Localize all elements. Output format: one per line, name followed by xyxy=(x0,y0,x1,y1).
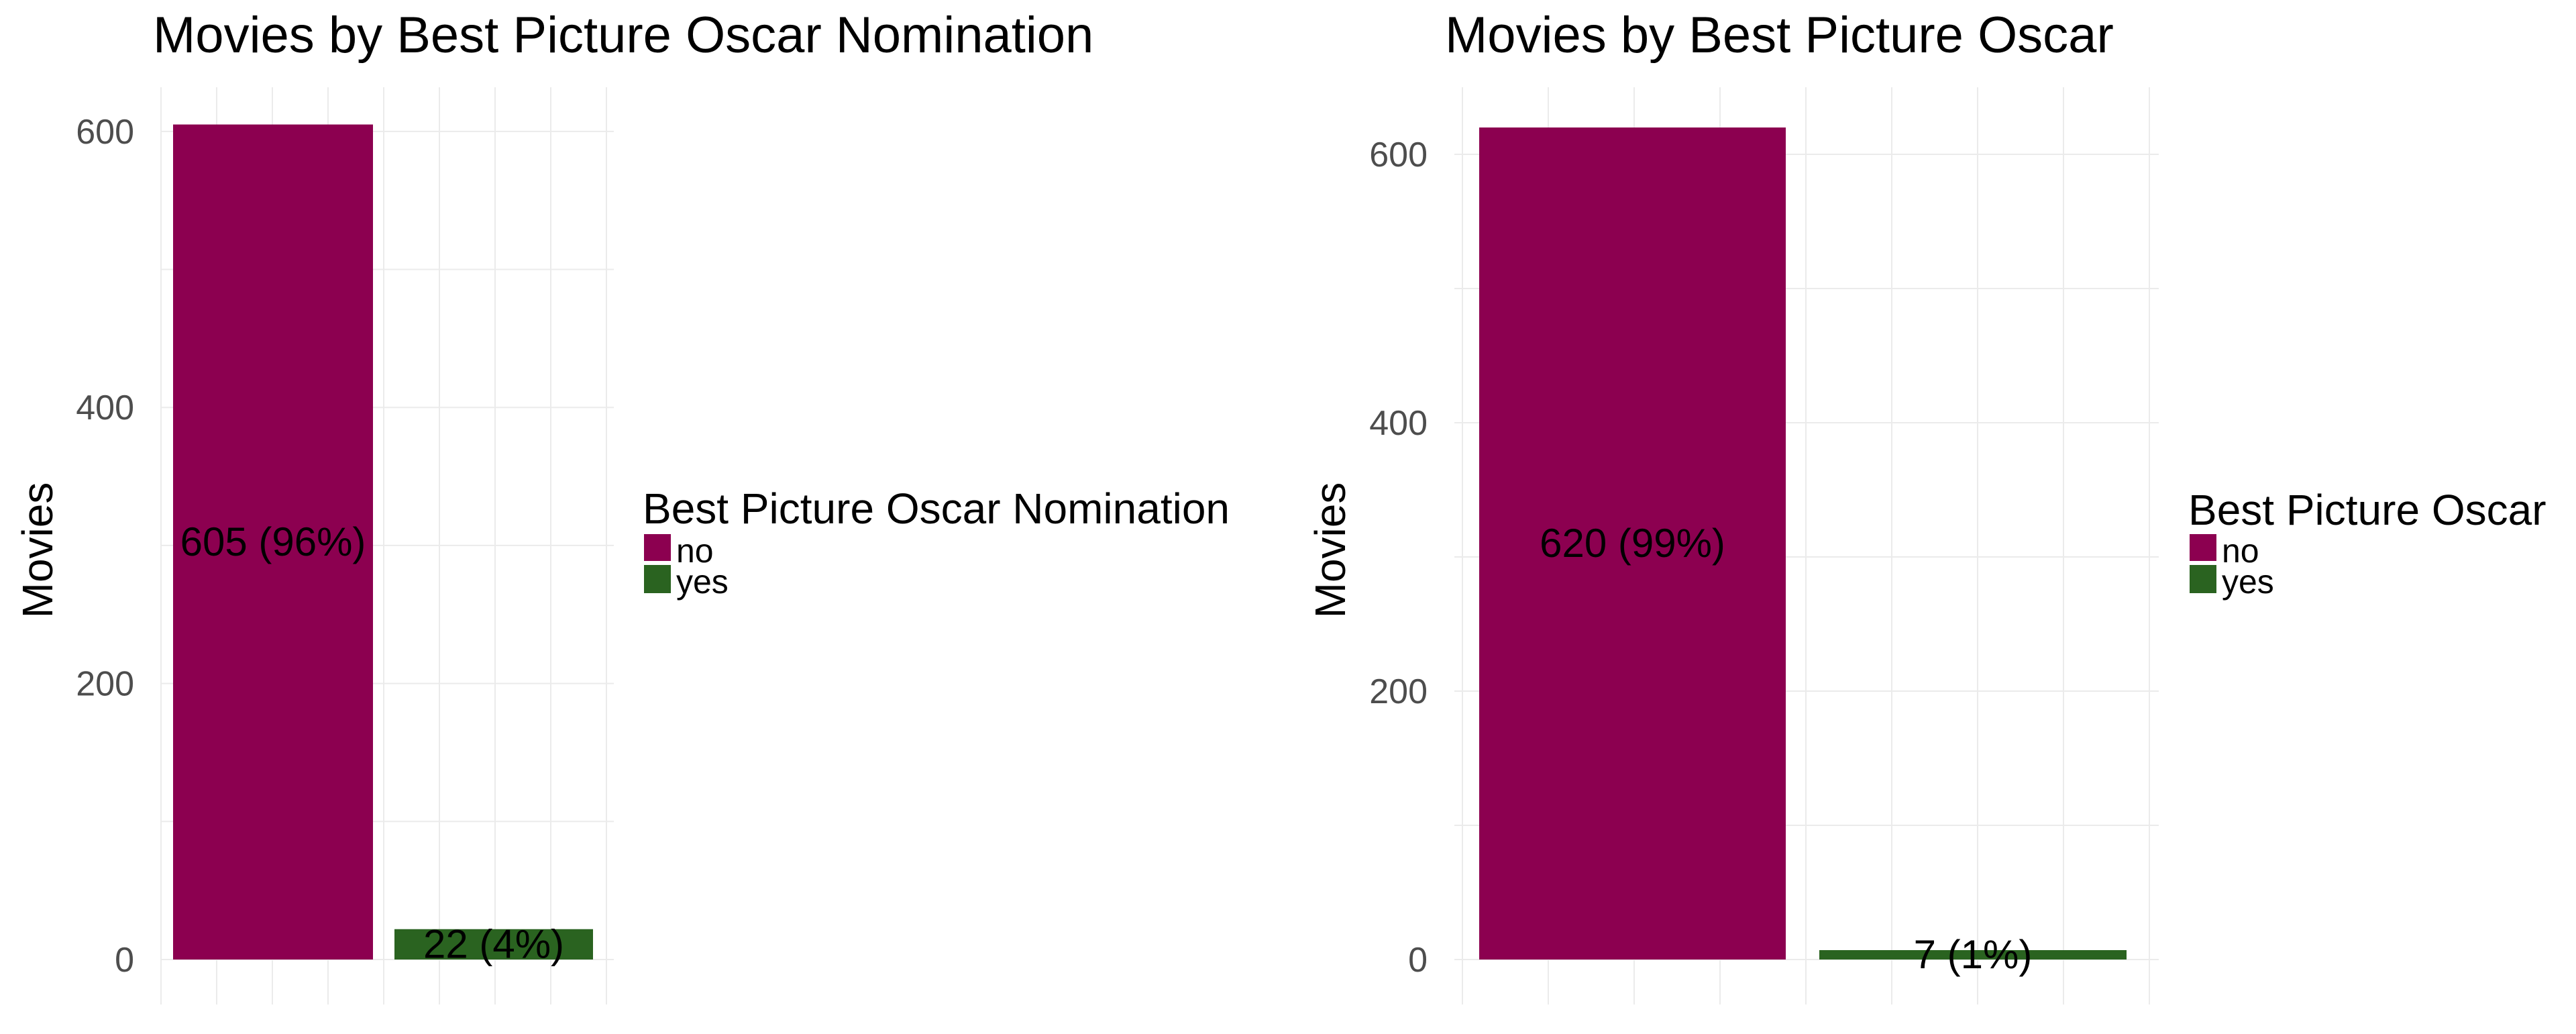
y-tick-label: 600 xyxy=(1369,136,1428,174)
y-tick-label: 400 xyxy=(76,389,134,427)
chart-panel-1: Movies by Best Picture Oscar Nomination … xyxy=(13,7,1230,1004)
y-axis-label: Movies xyxy=(1306,482,1354,619)
y-tick-label: 200 xyxy=(1369,672,1428,711)
y-axis-label: Movies xyxy=(13,482,62,619)
legend-label-no: no xyxy=(2222,532,2259,570)
chart-title: Movies by Best Picture Oscar Nomination xyxy=(153,7,1093,64)
legend-swatch-yes xyxy=(644,565,671,593)
bar-no xyxy=(173,124,373,960)
legend-label-no: no xyxy=(676,532,714,570)
data-label: 7 (1%) xyxy=(1914,932,2033,977)
y-tick-labels: 0 200 400 600 xyxy=(76,113,134,980)
legend-label-yes: yes xyxy=(2222,563,2274,601)
data-labels: 605 (96%) 22 (4%) xyxy=(180,519,564,967)
y-tick-labels: 0 200 400 600 xyxy=(1369,136,1428,980)
chart-panel-2: Movies by Best Picture Oscar Movies 0 200… xyxy=(1306,7,2546,1004)
data-label: 22 (4%) xyxy=(423,921,564,966)
data-labels: 620 (99%) 7 (1%) xyxy=(1540,521,2032,977)
y-tick-label: 0 xyxy=(1408,941,1428,980)
y-tick-label: 400 xyxy=(1369,404,1428,443)
legend: Best Picture Oscar no yes xyxy=(2188,486,2546,601)
data-label: 620 (99%) xyxy=(1540,521,1725,566)
legend-swatch-no xyxy=(2190,534,2216,561)
bars xyxy=(1479,127,2127,960)
legend-label-yes: yes xyxy=(676,563,729,601)
y-tick-label: 200 xyxy=(76,665,134,704)
y-tick-label: 600 xyxy=(76,113,134,152)
chart-title: Movies by Best Picture Oscar xyxy=(1445,7,2114,64)
legend-swatch-no xyxy=(644,534,671,561)
legend-title: Best Picture Oscar Nomination xyxy=(643,484,1230,533)
y-tick-label: 0 xyxy=(115,941,134,980)
legend-title: Best Picture Oscar xyxy=(2188,486,2546,534)
bar-yes xyxy=(1819,950,2127,960)
data-label: 605 (96%) xyxy=(180,519,366,564)
legend: Best Picture Oscar Nomination no yes xyxy=(643,484,1230,601)
bar-no xyxy=(1479,127,1786,960)
bars xyxy=(173,124,593,960)
bar-yes xyxy=(394,929,593,960)
legend-swatch-yes xyxy=(2190,565,2216,593)
